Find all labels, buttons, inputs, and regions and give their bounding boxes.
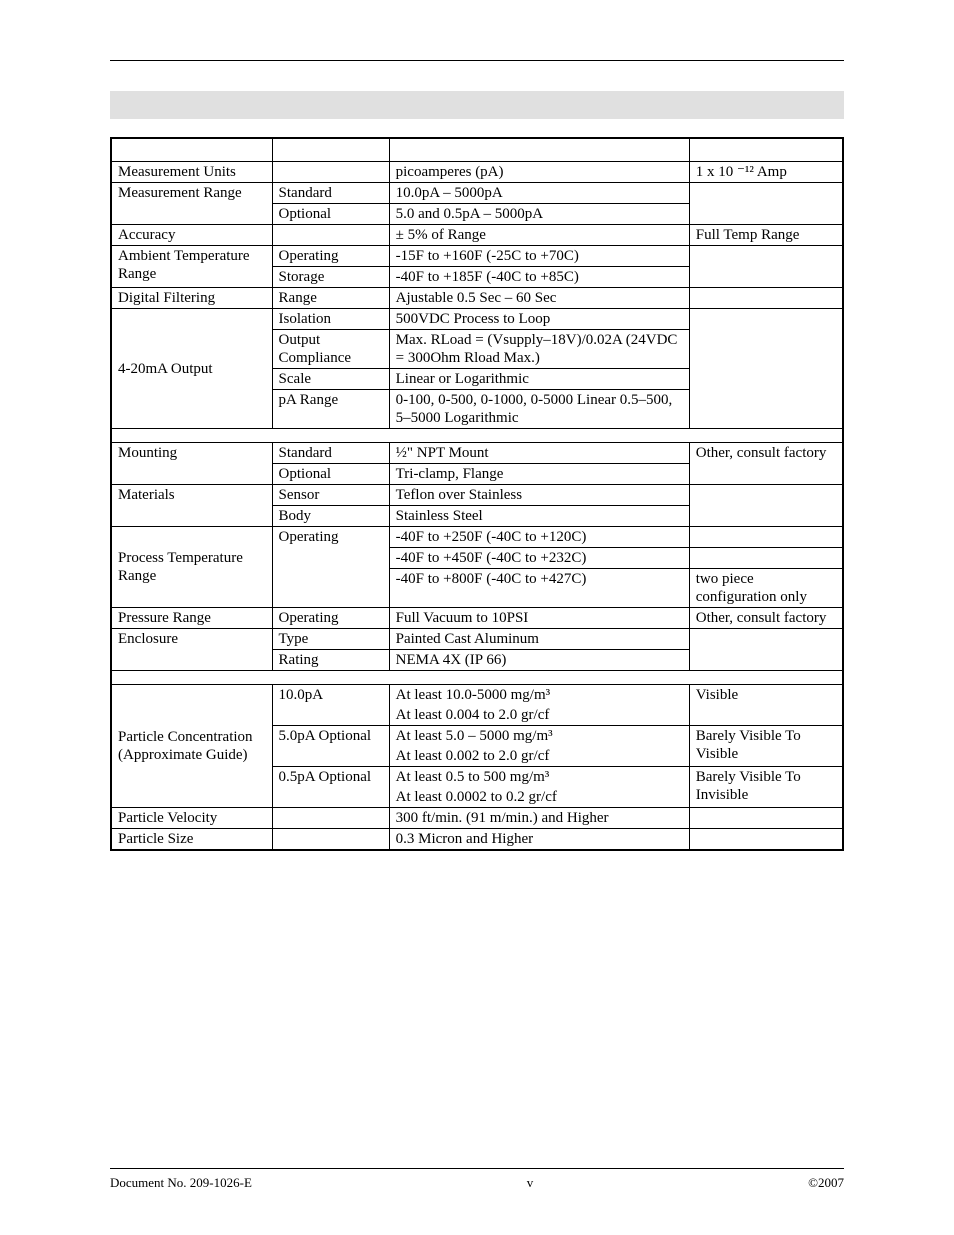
- cell: [272, 162, 389, 183]
- cell: Full Temp Range: [689, 225, 843, 246]
- cell: 10.0pA: [272, 685, 389, 726]
- cell: 10.0pA – 5000pA: [389, 183, 689, 204]
- cell: Rating: [272, 650, 389, 671]
- cell: [689, 485, 843, 527]
- cell: Particle Concentration (Approximate Guid…: [111, 685, 272, 808]
- cell: -40F to +450F (-40C to +232C): [389, 548, 689, 569]
- cell: Standard: [272, 443, 389, 464]
- cell: Accuracy: [111, 225, 272, 246]
- cell: Optional: [272, 204, 389, 225]
- cell: Ambient Temperature Range: [111, 246, 272, 288]
- cell: Ajustable 0.5 Sec – 60 Sec: [389, 288, 689, 309]
- cell: Visible: [689, 685, 843, 726]
- cell: Particle Velocity: [111, 808, 272, 829]
- footer-copyright: ©2007: [808, 1175, 844, 1191]
- cell: Tri-clamp, Flange: [389, 464, 689, 485]
- header-bar: [110, 91, 844, 119]
- cell: Max. RLoad = (Vsupply–18V)/0.02A (24VDC …: [389, 330, 689, 369]
- cell: At least 0.0002 to 0.2 gr/cf: [389, 787, 689, 808]
- cell: ½" NPT Mount: [389, 443, 689, 464]
- cell: Body: [272, 506, 389, 527]
- cell: Stainless Steel: [389, 506, 689, 527]
- cell: At least 0.5 to 500 mg/m³: [389, 767, 689, 788]
- cell: Range: [272, 288, 389, 309]
- cell: Isolation: [272, 309, 389, 330]
- cell: At least 5.0 – 5000 mg/m³: [389, 726, 689, 747]
- cell: At least 0.004 to 2.0 gr/cf: [389, 705, 689, 726]
- cell: -40F to +185F (-40C to +85C): [389, 267, 689, 288]
- cell: two piece configuration only: [689, 569, 843, 608]
- cell: [689, 548, 843, 569]
- cell: [689, 246, 843, 288]
- spec-table: Measurement Units picoamperes (pA) 1 x 1…: [110, 137, 844, 851]
- cell: ± 5% of Range: [389, 225, 689, 246]
- cell: Process Temperature Range: [111, 527, 272, 608]
- cell: Barely Visible To Visible: [689, 726, 843, 767]
- cell: Full Vacuum to 10PSI: [389, 608, 689, 629]
- cell: Digital Filtering: [111, 288, 272, 309]
- footer-page: v: [527, 1175, 534, 1191]
- cell: Painted Cast Aluminum: [389, 629, 689, 650]
- cell: [689, 309, 843, 429]
- cell: Type: [272, 629, 389, 650]
- cell: 500VDC Process to Loop: [389, 309, 689, 330]
- footer: Document No. 209-1026-E v ©2007: [110, 1168, 844, 1191]
- cell: [689, 808, 843, 829]
- cell: Pressure Range: [111, 608, 272, 629]
- cell: Materials: [111, 485, 272, 527]
- cell: 1 x 10 ⁻¹² Amp: [689, 162, 843, 183]
- cell: 5.0 and 0.5pA – 5000pA: [389, 204, 689, 225]
- cell: 5.0pA Optional: [272, 726, 389, 767]
- cell: Measurement Range: [111, 183, 272, 225]
- cell: Operating: [272, 246, 389, 267]
- cell: -40F to +800F (-40C to +427C): [389, 569, 689, 608]
- cell: [689, 527, 843, 548]
- cell: Storage: [272, 267, 389, 288]
- cell: [272, 225, 389, 246]
- cell: -40F to +250F (-40C to +120C): [389, 527, 689, 548]
- cell: [689, 829, 843, 851]
- cell: Output Compliance: [272, 330, 389, 369]
- cell: Other, consult factory: [689, 443, 843, 485]
- cell: NEMA 4X (IP 66): [389, 650, 689, 671]
- cell: Sensor: [272, 485, 389, 506]
- footer-doc-no: Document No. 209-1026-E: [110, 1175, 252, 1191]
- cell: 0.5pA Optional: [272, 767, 389, 808]
- cell: At least 0.002 to 2.0 gr/cf: [389, 746, 689, 767]
- cell: [689, 629, 843, 671]
- cell: Barely Visible To Invisible: [689, 767, 843, 808]
- cell: 300 ft/min. (91 m/min.) and Higher: [389, 808, 689, 829]
- cell: Other, consult factory: [689, 608, 843, 629]
- cell: [272, 808, 389, 829]
- cell: Enclosure: [111, 629, 272, 671]
- cell: picoamperes (pA): [389, 162, 689, 183]
- cell: 0.3 Micron and Higher: [389, 829, 689, 851]
- cell: Scale: [272, 369, 389, 390]
- cell: -15F to +160F (-25C to +70C): [389, 246, 689, 267]
- cell: 4-20mA Output: [111, 309, 272, 429]
- cell: [272, 829, 389, 851]
- cell: Particle Size: [111, 829, 272, 851]
- cell: pA Range: [272, 390, 389, 429]
- cell: At least 10.0-5000 mg/m³: [389, 685, 689, 706]
- cell: Optional: [272, 464, 389, 485]
- cell: Operating: [272, 608, 389, 629]
- cell: Mounting: [111, 443, 272, 485]
- cell: Linear or Logarithmic: [389, 369, 689, 390]
- cell: Teflon over Stainless: [389, 485, 689, 506]
- cell: Operating: [272, 527, 389, 608]
- cell: Standard: [272, 183, 389, 204]
- cell: Measurement Units: [111, 162, 272, 183]
- cell: 0-100, 0-500, 0-1000, 0-5000 Linear 0.5–…: [389, 390, 689, 429]
- cell: [689, 288, 843, 309]
- cell: [689, 183, 843, 225]
